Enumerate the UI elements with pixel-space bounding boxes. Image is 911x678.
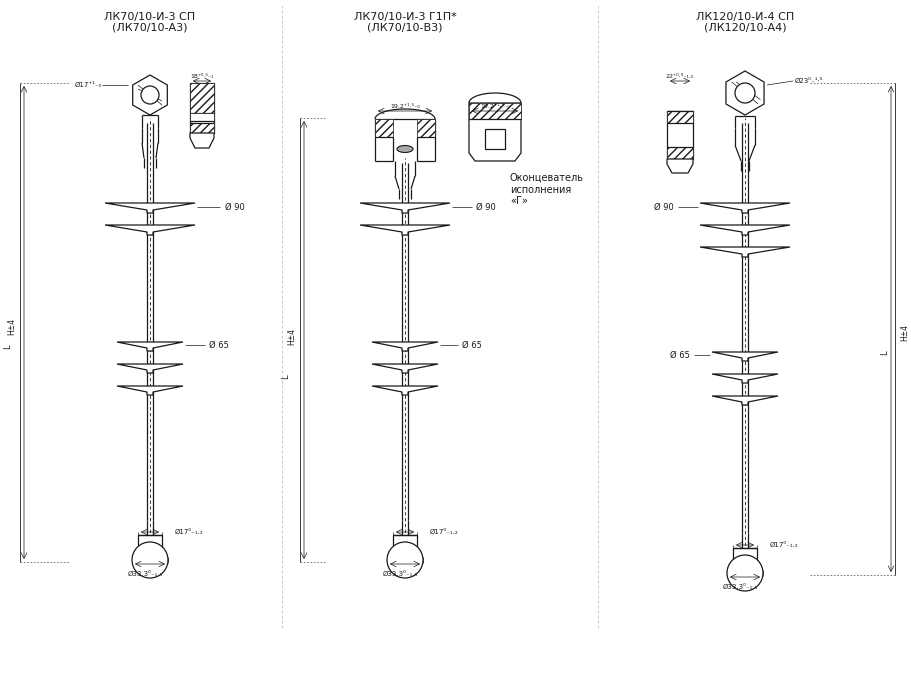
Circle shape (132, 542, 168, 578)
Text: L: L (4, 344, 13, 348)
Polygon shape (138, 535, 162, 555)
Text: L: L (281, 374, 291, 379)
Text: Ø17⁰₋₁.₂: Ø17⁰₋₁.₂ (175, 529, 203, 535)
Text: ЛК120/10-И-4 СП: ЛК120/10-И-4 СП (695, 12, 793, 22)
Bar (485, 129, 505, 149)
Polygon shape (189, 133, 214, 148)
Polygon shape (711, 396, 777, 405)
Bar (416, 119, 435, 137)
Bar (666, 111, 692, 123)
Polygon shape (360, 203, 449, 213)
Text: ЛК70/10-И-3 СП: ЛК70/10-И-3 СП (105, 12, 195, 22)
Polygon shape (725, 71, 763, 115)
Polygon shape (105, 225, 195, 235)
Text: ЛК70/10-И-3 Г1П*: ЛК70/10-И-3 Г1П* (353, 12, 456, 22)
Polygon shape (105, 203, 195, 213)
Polygon shape (468, 103, 520, 161)
Bar (468, 103, 520, 119)
Text: Оконцеватель
исполнения
«Г»: Оконцеватель исполнения «Г» (509, 173, 583, 206)
Polygon shape (117, 386, 183, 395)
Bar (666, 111, 692, 159)
Text: Ø 90: Ø 90 (225, 203, 244, 212)
Text: Ø17⁰₋₁.₂: Ø17⁰₋₁.₂ (429, 529, 458, 535)
Text: Ø33.3⁰₋₁.₅: Ø33.3⁰₋₁.₅ (382, 571, 417, 577)
Bar (189, 83, 214, 133)
Bar (189, 83, 214, 113)
Polygon shape (117, 342, 183, 351)
Polygon shape (711, 352, 777, 361)
Polygon shape (711, 374, 777, 383)
Text: 18⁺⁰·⁵₋₁: 18⁺⁰·⁵₋₁ (190, 75, 213, 79)
Text: (ЛК70/10-А3): (ЛК70/10-А3) (112, 23, 188, 33)
Polygon shape (372, 342, 437, 351)
Bar (374, 119, 393, 137)
Bar (666, 147, 692, 159)
Text: Ø 65: Ø 65 (462, 340, 481, 349)
Text: 19.2⁺¹·⁵₋₀: 19.2⁺¹·⁵₋₀ (479, 104, 509, 110)
Bar (189, 113, 214, 121)
Polygon shape (132, 75, 167, 115)
Polygon shape (700, 225, 789, 235)
Polygon shape (700, 247, 789, 257)
Text: Ø33.3⁰₋₁.₅: Ø33.3⁰₋₁.₅ (722, 584, 757, 590)
Text: (ЛК120/10-А4): (ЛК120/10-А4) (703, 23, 785, 33)
Text: Ø33.3⁰₋₁.₅: Ø33.3⁰₋₁.₅ (128, 571, 162, 577)
Text: Ø 65: Ø 65 (670, 351, 690, 359)
Text: L: L (879, 351, 888, 355)
Ellipse shape (396, 146, 413, 153)
Text: Ø 65: Ø 65 (209, 340, 229, 349)
Polygon shape (700, 203, 789, 213)
Circle shape (734, 83, 754, 103)
Circle shape (141, 86, 159, 104)
Text: 22⁺⁰·⁹₋₁.₅: 22⁺⁰·⁹₋₁.₅ (665, 75, 693, 79)
Text: Ø23⁰₋¹·⁵: Ø23⁰₋¹·⁵ (794, 78, 823, 84)
Text: (ЛК70/10-В3): (ЛК70/10-В3) (367, 23, 442, 33)
Circle shape (726, 555, 763, 591)
Circle shape (386, 542, 423, 578)
Polygon shape (393, 535, 416, 555)
Polygon shape (360, 225, 449, 235)
Text: 19.2⁺¹·⁵₋₀: 19.2⁺¹·⁵₋₀ (390, 104, 419, 110)
Polygon shape (666, 159, 692, 173)
Polygon shape (372, 386, 437, 395)
Text: Ø 90: Ø 90 (476, 203, 496, 212)
Polygon shape (372, 364, 437, 373)
Text: H±4: H±4 (7, 318, 16, 335)
Text: Ø17⁰₋₁.₂: Ø17⁰₋₁.₂ (769, 542, 798, 548)
Text: Ø 90: Ø 90 (653, 203, 673, 212)
Polygon shape (117, 364, 183, 373)
Polygon shape (732, 548, 756, 568)
Text: Ø17⁺¹₋₀: Ø17⁺¹₋₀ (74, 82, 101, 88)
Text: H±4: H±4 (899, 325, 908, 342)
Bar (189, 123, 214, 133)
Text: H±4: H±4 (287, 328, 296, 345)
